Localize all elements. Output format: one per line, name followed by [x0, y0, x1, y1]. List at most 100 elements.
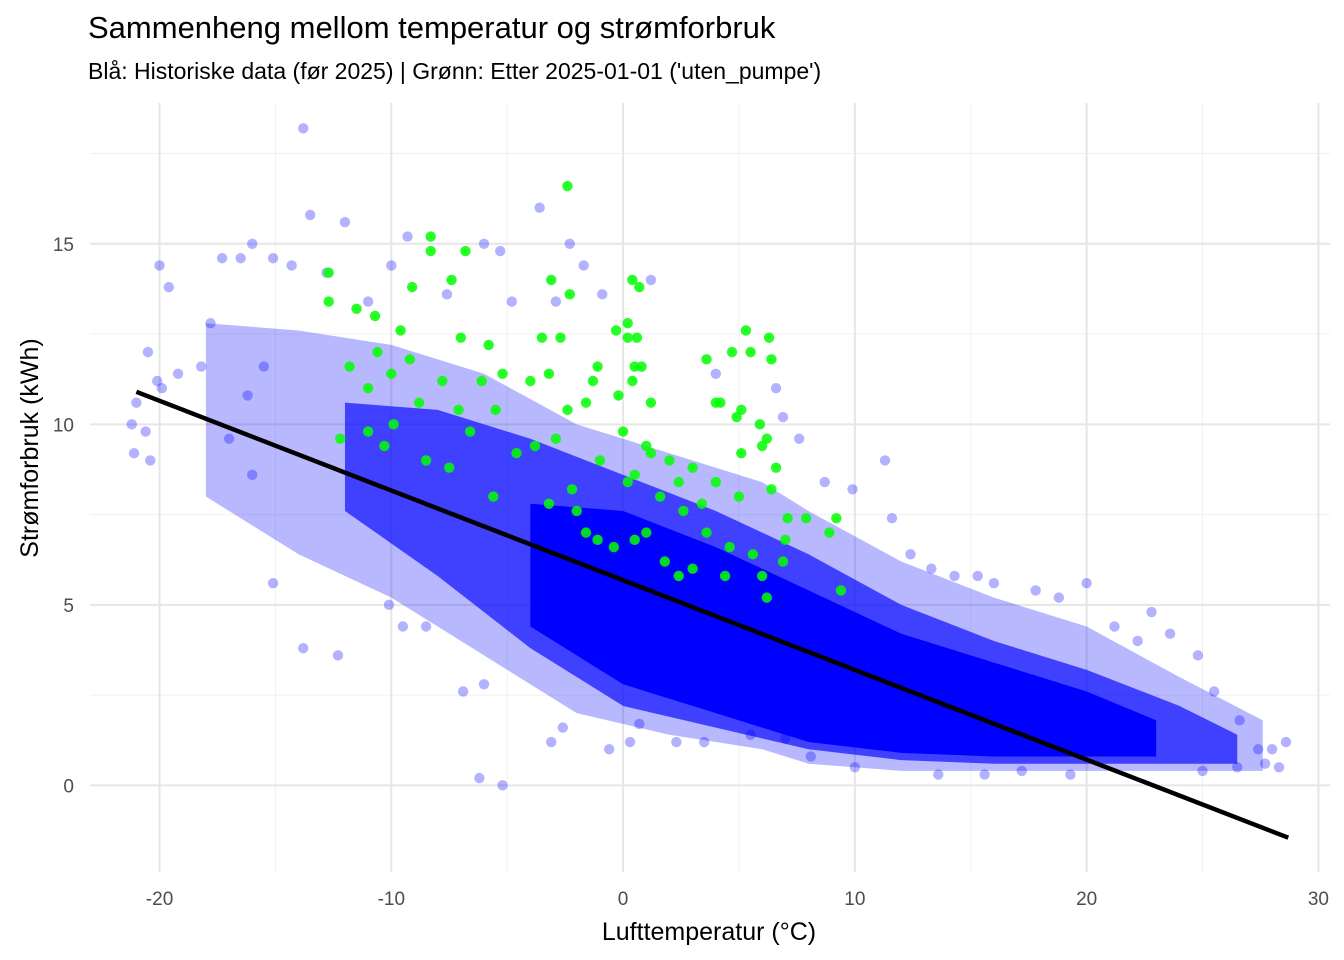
data-point	[617, 426, 629, 437]
data-point	[780, 534, 791, 546]
data-point	[242, 390, 253, 401]
data-point	[933, 769, 944, 780]
data-point	[1146, 606, 1157, 618]
data-point	[142, 346, 154, 358]
data-point	[687, 563, 698, 574]
data-point	[710, 368, 721, 379]
data-point	[629, 534, 640, 546]
data-point	[372, 346, 383, 358]
data-point	[369, 310, 381, 322]
data-point	[402, 231, 413, 242]
data-point	[634, 281, 645, 293]
data-point	[406, 281, 418, 293]
data-point	[128, 448, 140, 459]
data-point	[726, 346, 738, 358]
data-point	[905, 549, 916, 560]
data-point	[699, 736, 710, 748]
y-axis-title: Strømforbruk (kWh)	[16, 338, 44, 557]
y-tick-label: 10	[53, 415, 74, 436]
x-tick-label: 30	[1308, 889, 1329, 910]
data-point	[578, 260, 589, 271]
data-point	[564, 289, 575, 300]
data-point	[140, 426, 151, 437]
data-point	[555, 332, 566, 343]
data-point	[756, 570, 768, 582]
data-point	[824, 527, 835, 538]
data-point	[849, 762, 861, 773]
data-point	[395, 325, 406, 336]
data-point	[379, 440, 390, 452]
data-point	[323, 296, 334, 307]
data-point	[247, 469, 258, 481]
data-point	[608, 541, 620, 553]
data-point	[715, 397, 726, 408]
data-point	[145, 455, 156, 466]
data-point	[766, 484, 777, 495]
data-point	[420, 455, 432, 466]
data-point	[1030, 585, 1041, 596]
data-point	[525, 375, 536, 387]
x-axis-title: Lufttemperatur (°C)	[602, 918, 816, 946]
data-point	[534, 202, 545, 213]
data-point	[196, 361, 207, 372]
data-point	[592, 361, 603, 372]
data-point	[362, 296, 374, 307]
data-point	[335, 433, 346, 444]
data-point	[627, 375, 638, 387]
data-point	[1234, 715, 1245, 726]
data-point	[267, 253, 279, 264]
data-point	[339, 216, 351, 228]
data-point	[497, 368, 508, 379]
data-point	[437, 375, 448, 387]
data-point	[724, 541, 735, 553]
data-point	[1053, 592, 1065, 603]
data-point	[441, 289, 453, 300]
data-point	[1065, 769, 1076, 780]
data-point	[425, 231, 436, 242]
data-point	[397, 621, 409, 632]
data-point	[511, 448, 522, 459]
data-point	[627, 274, 638, 286]
data-point	[478, 679, 490, 690]
chart-subtitle: Blå: Historiske data (før 2025) | Grønn:…	[88, 58, 822, 84]
data-point	[701, 527, 712, 538]
data-point	[478, 238, 490, 250]
data-point	[453, 404, 464, 416]
data-point	[483, 339, 494, 351]
data-point	[476, 375, 487, 387]
data-point	[425, 245, 436, 257]
data-point	[770, 462, 782, 473]
data-point	[710, 476, 721, 488]
data-point	[770, 383, 782, 394]
data-point	[474, 772, 485, 784]
data-point	[536, 332, 548, 343]
data-point	[696, 498, 708, 509]
data-point	[386, 368, 397, 379]
data-point	[835, 585, 847, 596]
data-point	[610, 325, 622, 336]
data-point	[979, 769, 990, 780]
data-point	[613, 390, 624, 401]
data-point	[543, 498, 555, 509]
data-point	[629, 469, 640, 481]
data-point	[654, 491, 666, 502]
data-point	[156, 383, 168, 394]
data-point	[701, 354, 712, 365]
data-point	[386, 260, 397, 271]
data-point	[420, 621, 432, 632]
data-point	[495, 245, 506, 257]
x-tick-label: 10	[844, 889, 865, 910]
data-point	[388, 419, 399, 430]
data-point	[332, 650, 344, 661]
data-point	[763, 332, 775, 343]
data-point	[562, 404, 573, 416]
data-point	[645, 448, 657, 459]
data-point	[794, 433, 805, 444]
data-point	[636, 361, 647, 372]
data-point	[673, 476, 684, 488]
data-point	[235, 253, 246, 264]
data-point	[323, 267, 334, 278]
x-axis-ticks: -20 -10 0 10 20 30	[146, 889, 1329, 910]
data-point	[761, 592, 772, 603]
